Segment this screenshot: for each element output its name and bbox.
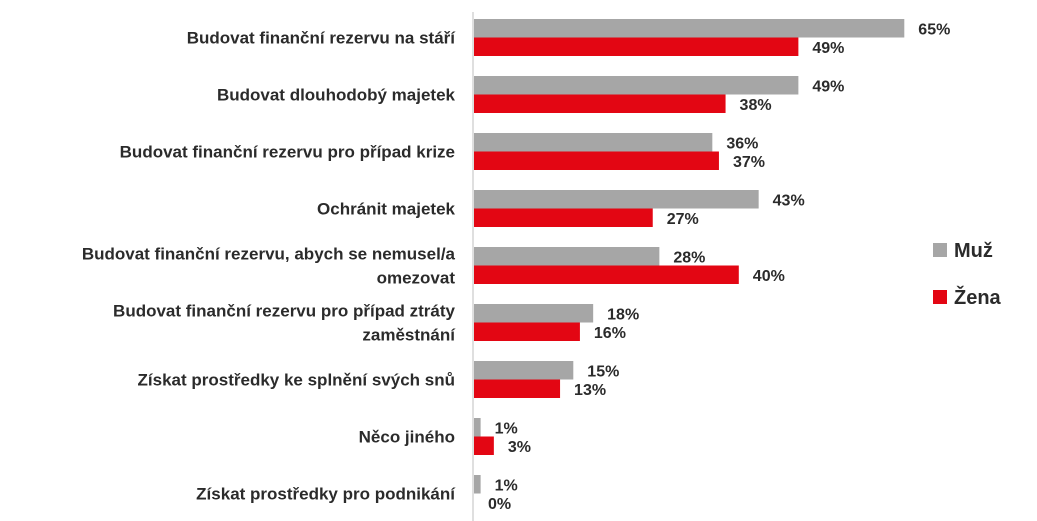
- bar-zena: [474, 265, 739, 284]
- value-label: 40%: [753, 268, 785, 285]
- bars-group: [474, 19, 905, 494]
- legend-swatch: [933, 290, 947, 304]
- category-label: Budovat finanční rezervu, abych se nemus…: [82, 245, 456, 288]
- value-label: 43%: [773, 192, 805, 209]
- value-label: 0%: [488, 496, 511, 513]
- value-label: 65%: [918, 21, 950, 38]
- value-label: 49%: [812, 40, 844, 57]
- category-label: Budovat dlouhodobý majetek: [217, 86, 456, 105]
- category-label: Něco jiného: [359, 428, 455, 447]
- value-label: 36%: [726, 135, 758, 152]
- bar-zena: [474, 151, 719, 170]
- bar-muz: [474, 133, 713, 152]
- value-label: 37%: [733, 154, 765, 171]
- category-label: Budovat finanční rezervu pro případ kriz…: [120, 143, 455, 162]
- bar-zena: [474, 322, 580, 341]
- bar-muz: [474, 475, 481, 494]
- bar-muz: [474, 361, 574, 380]
- value-label: 28%: [673, 249, 705, 266]
- value-label: 1%: [495, 477, 518, 494]
- bar-muz: [474, 304, 594, 323]
- category-label: Budovat finanční rezervu pro případ ztrá…: [113, 302, 456, 345]
- value-label: 38%: [740, 97, 772, 114]
- legend: Muž Žena: [933, 240, 1002, 309]
- category-label: Budovat finanční rezervu na stáří: [187, 29, 457, 48]
- category-label: Získat prostředky ke splnění svých snů: [138, 371, 455, 390]
- category-label: Získat prostředky pro podnikání: [196, 485, 456, 504]
- bar-zena: [474, 94, 726, 113]
- value-label: 3%: [508, 439, 531, 456]
- value-label: 1%: [495, 420, 518, 437]
- value-label: 13%: [574, 382, 606, 399]
- value-label: 16%: [594, 325, 626, 342]
- value-label: 49%: [812, 78, 844, 95]
- bar-muz: [474, 19, 905, 38]
- bar-muz: [474, 418, 481, 437]
- value-labels: 65% 49% 49% 38% 36% 37% 43% 27% 28% 40% 18% 16% 15% 1…: [488, 21, 950, 513]
- bar-muz: [474, 190, 759, 209]
- bar-zena: [474, 436, 494, 455]
- bar-muz: [474, 247, 660, 266]
- bar-zena: [474, 379, 561, 398]
- bar-muz: [474, 76, 799, 95]
- value-label: 18%: [607, 306, 639, 323]
- category-label: Ochránit majetek: [317, 200, 455, 219]
- bar-zena: [474, 208, 653, 227]
- value-label: 27%: [667, 211, 699, 228]
- value-label: 15%: [587, 363, 619, 380]
- bar-zena: [474, 37, 799, 56]
- category-labels: Budovat finanční rezervu na stáří Budovat…: [82, 29, 456, 504]
- legend-label: Muž: [954, 240, 993, 262]
- legend-swatch: [933, 243, 947, 257]
- legend-label: Žena: [954, 285, 1002, 309]
